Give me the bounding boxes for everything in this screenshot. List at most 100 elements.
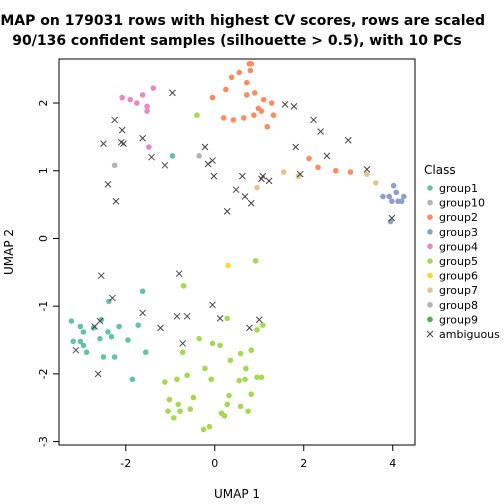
group5-point (227, 357, 234, 364)
ambiguous-point (179, 340, 187, 347)
group5-point (254, 374, 260, 381)
legend-label: group6 (439, 270, 478, 283)
group2-point (270, 112, 277, 119)
group2-point (209, 94, 216, 101)
group4-point (119, 94, 125, 101)
group5-point (202, 365, 208, 372)
group5-point (224, 315, 231, 322)
chart-title-line2: 90/136 confident samples (silhouette > 0… (12, 33, 462, 49)
group5-point (242, 376, 248, 383)
ambiguous-point (183, 312, 191, 320)
group5-point (237, 403, 244, 410)
group3-point (401, 193, 407, 200)
legend-dot-icon (427, 287, 433, 294)
group5-point (217, 342, 223, 349)
group3-point (389, 198, 395, 205)
ambiguous-point (157, 324, 164, 332)
ambiguous-point (91, 323, 98, 330)
legend-label: group7 (439, 284, 478, 297)
ambiguous-point (247, 199, 255, 207)
ambiguous-point (209, 157, 216, 164)
y-tick-label: 1 (37, 167, 50, 174)
group1-point (105, 329, 111, 335)
group2-point (228, 74, 235, 81)
group5-point (258, 374, 265, 381)
group3-point (387, 218, 394, 225)
ambiguous-point (120, 140, 127, 148)
ambiguous-point (210, 172, 218, 180)
ambiguous-point (317, 128, 325, 135)
ambiguous-point (209, 301, 216, 309)
group1-point (135, 322, 142, 328)
group1-point (116, 323, 122, 330)
ambiguous-point (344, 136, 352, 144)
x-tick-label: 4 (389, 457, 396, 470)
group2-point (247, 67, 254, 74)
x-axis: -2 0 2 4 (120, 445, 396, 470)
group5-point (196, 335, 202, 342)
legend-label: group10 (439, 197, 485, 210)
group1-point (169, 153, 176, 159)
group5-point (236, 377, 243, 384)
group2-point (236, 69, 243, 76)
ambiguous-point (148, 153, 155, 161)
ambiguous-point (204, 160, 212, 168)
ambiguous-point (290, 103, 298, 110)
group5-point (237, 350, 244, 357)
ambiguous-point (139, 309, 147, 317)
group1-point (111, 354, 118, 360)
group1-point (83, 349, 90, 356)
group2-point (347, 169, 354, 175)
group4-point (139, 92, 146, 98)
group5-point (175, 401, 182, 408)
legend-item-group2: group2 (427, 211, 478, 224)
group1-point (97, 335, 103, 342)
group1-point (100, 354, 107, 360)
group7-point (373, 180, 379, 186)
group2-point (315, 164, 321, 171)
group5-point (180, 283, 187, 289)
group2-point (230, 117, 237, 123)
legend-item-group3: group3 (427, 226, 478, 239)
legend-label: group9 (439, 313, 478, 326)
ambiguous-point (232, 186, 240, 194)
group5-point (208, 376, 214, 383)
legend-dot-icon (427, 302, 433, 308)
group5-point (248, 391, 255, 398)
x-axis-label: UMAP 1 (214, 487, 260, 501)
group5-point (166, 396, 173, 403)
group2-point (264, 123, 271, 130)
ambiguous-point (201, 143, 209, 151)
legend-item-group5: group5 (427, 255, 478, 268)
group5-point (190, 394, 197, 401)
group5-point (224, 401, 231, 408)
ambiguous-point (223, 208, 231, 215)
group5-point (162, 379, 168, 385)
ambiguous-point (100, 140, 107, 148)
legend-item-group8: group8 (427, 299, 478, 312)
legend-label: group1 (439, 182, 478, 195)
chart-title-line1: UMAP on 179031 rows with highest CV scor… (0, 13, 485, 29)
y-tick-label: 0 (37, 235, 50, 242)
group5-point (221, 413, 228, 419)
ambiguous-point (161, 161, 169, 169)
ambiguous-point (96, 317, 104, 325)
group1-point (80, 329, 87, 335)
ambiguous-point (109, 294, 116, 302)
group5-point (194, 112, 200, 119)
legend-dot-icon (427, 272, 433, 279)
ambiguous-point (255, 316, 263, 324)
group1-point (108, 333, 115, 340)
group5-point (260, 322, 266, 328)
group7-point (280, 169, 287, 175)
y-tick-label: 2 (37, 100, 50, 107)
ambiguous-point (94, 370, 102, 378)
legend-dot-icon (427, 316, 433, 323)
group4-point (150, 85, 157, 91)
legend-dot-icon (427, 199, 433, 206)
group2-point (268, 100, 275, 106)
ambiguous-point (216, 315, 224, 322)
ambiguous-point (72, 346, 80, 354)
